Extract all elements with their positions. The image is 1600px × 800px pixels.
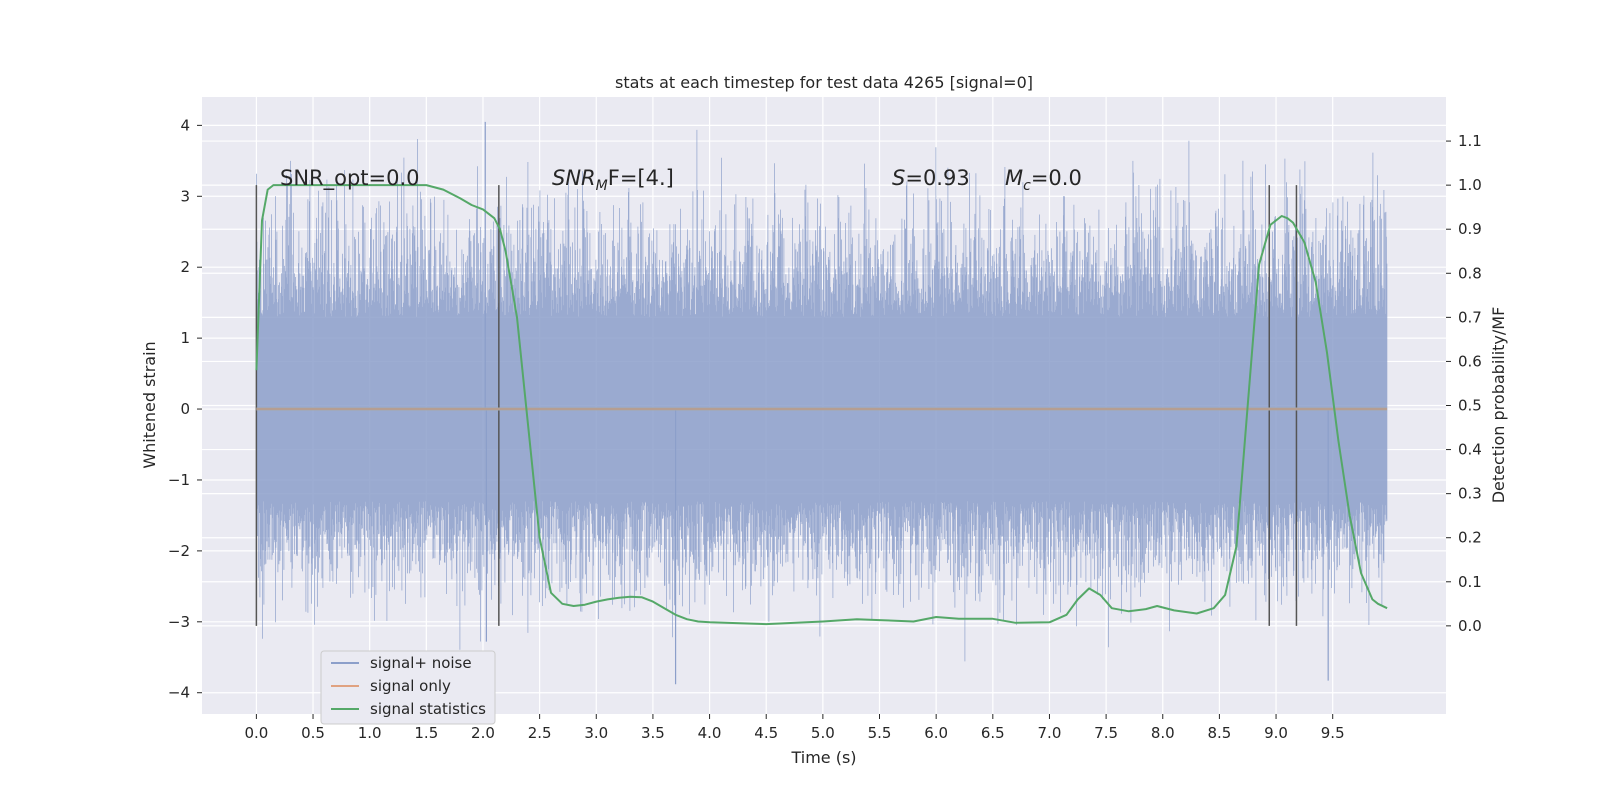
y2-tick-label: 0.8 — [1458, 264, 1482, 282]
x-tick-label: 0.5 — [301, 724, 325, 742]
x-tick-label: 5.0 — [811, 724, 835, 742]
series-signal-noise — [255, 121, 1388, 685]
annotations: SNR_opt=0.0 SNRMF=[4.] S=0.93 Mc=0.0 — [280, 166, 1082, 194]
legend: signal+ noise signal only signal statist… — [320, 650, 496, 725]
x-tick-label: 6.0 — [924, 724, 948, 742]
y2-tick-label: 1.0 — [1458, 176, 1482, 194]
y-axis-label: Whitened strain — [140, 341, 159, 468]
y-tick-label: 3 — [180, 187, 190, 205]
x-tick-label: 7.5 — [1094, 724, 1118, 742]
annotation-s-symbol: S — [892, 166, 905, 190]
annotation-snr-mf-value: F=[4.] — [608, 166, 674, 190]
y2-tick-label: 0.3 — [1458, 485, 1482, 503]
x-tick-label: 2.0 — [471, 724, 495, 742]
annotation-snr-mf-symbol: SNR — [552, 166, 596, 190]
legend-label-signal-statistics: signal statistics — [370, 700, 486, 718]
y2-tick-label: 0.6 — [1458, 352, 1482, 370]
y2-tick-label: 0.2 — [1458, 529, 1482, 547]
y-tick-label: −4 — [168, 684, 190, 702]
y-tick-label: −1 — [168, 471, 190, 489]
annotation-mc: Mc=0.0 — [1005, 166, 1082, 194]
y2-tick-label: 1.1 — [1458, 132, 1482, 150]
y2-tick-label: 0.0 — [1458, 617, 1482, 635]
x-tick-label: 4.5 — [754, 724, 778, 742]
y2-tick-label: 0.1 — [1458, 573, 1482, 591]
y-tick-label: 4 — [180, 116, 190, 134]
x-tick-label: 9.0 — [1264, 724, 1288, 742]
x-tick-label: 3.5 — [641, 724, 665, 742]
y2-axis-label: Detection probability/MF — [1489, 307, 1508, 504]
y2-axis-ticks: 1.1 1.0 0.9 0.8 0.7 0.6 0.5 0.4 0.3 0.2 0.1 0.0 — [1446, 132, 1482, 635]
x-tick-label: 8.5 — [1207, 724, 1231, 742]
x-axis-label: Time (s) — [790, 748, 856, 767]
y2-tick-label: 0.9 — [1458, 220, 1482, 238]
y-axis-ticks: 4 3 2 1 0 −1 −2 −3 −4 — [168, 116, 202, 702]
x-tick-label: 7.0 — [1038, 724, 1062, 742]
marker-lines — [255, 185, 1298, 626]
y-tick-label: −3 — [168, 613, 190, 631]
x-tick-label: 2.5 — [528, 724, 552, 742]
y2-tick-label: 0.4 — [1458, 441, 1482, 459]
legend-label-signal-only: signal only — [370, 677, 451, 695]
x-tick-label: 6.5 — [981, 724, 1005, 742]
plot-area — [255, 121, 1388, 685]
annotation-mc-subscript: c — [1023, 178, 1031, 194]
annotation-s: S=0.93 — [892, 166, 970, 190]
x-tick-label: 0.0 — [244, 724, 268, 742]
annotation-s-value: =0.93 — [905, 166, 969, 190]
x-tick-label: 5.5 — [868, 724, 892, 742]
annotation-snr-mf: SNRMF=[4.] — [552, 166, 674, 194]
annotation-snr-opt: SNR_opt=0.0 — [280, 166, 420, 191]
annotation-mc-value: =0.0 — [1031, 166, 1082, 190]
series-signal-statistics — [255, 184, 1388, 626]
annotation-mc-symbol: M — [1005, 166, 1023, 190]
x-tick-label: 1.5 — [414, 724, 438, 742]
y2-tick-label: 0.5 — [1458, 397, 1482, 415]
legend-box — [320, 650, 496, 725]
y-tick-label: 0 — [180, 400, 190, 418]
chart-title: stats at each timestep for test data 426… — [615, 73, 1033, 92]
y-tick-label: 1 — [180, 329, 190, 347]
x-tick-label: 9.5 — [1321, 724, 1345, 742]
legend-label-signal-noise: signal+ noise — [370, 654, 472, 672]
y-tick-label: −2 — [168, 542, 190, 560]
x-tick-label: 4.0 — [698, 724, 722, 742]
x-tick-label: 8.0 — [1151, 724, 1175, 742]
x-tick-label: 3.0 — [584, 724, 608, 742]
annotation-snr-mf-subscript: M — [596, 178, 608, 194]
x-axis-ticks: 0.0 0.5 1.0 1.5 2.0 2.5 3.0 3.5 4.0 4.5 5.0 5.5 6.0 6… — [244, 714, 1345, 742]
y2-tick-label: 0.7 — [1458, 308, 1482, 326]
statistics-line — [255, 184, 1388, 626]
x-tick-label: 1.0 — [358, 724, 382, 742]
y-tick-label: 2 — [180, 258, 190, 276]
